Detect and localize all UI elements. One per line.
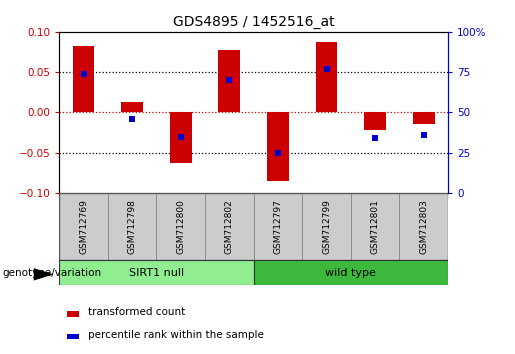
Bar <box>364 113 386 130</box>
Text: GSM712799: GSM712799 <box>322 199 331 254</box>
Bar <box>67 333 79 339</box>
Bar <box>59 193 108 260</box>
Bar <box>316 41 337 113</box>
Bar <box>400 193 448 260</box>
Text: GSM712798: GSM712798 <box>128 199 136 254</box>
Text: GSM712803: GSM712803 <box>419 199 428 254</box>
Text: genotype/variation: genotype/variation <box>3 268 101 278</box>
Text: GSM712802: GSM712802 <box>225 199 234 254</box>
Bar <box>253 260 448 285</box>
Text: wild type: wild type <box>325 268 376 278</box>
Bar <box>351 193 400 260</box>
Text: GSM712800: GSM712800 <box>176 199 185 254</box>
Bar <box>59 260 253 285</box>
Bar <box>73 46 94 113</box>
Bar <box>253 193 302 260</box>
Text: percentile rank within the sample: percentile rank within the sample <box>89 330 264 339</box>
Bar <box>205 193 253 260</box>
Text: GSM712801: GSM712801 <box>371 199 380 254</box>
Polygon shape <box>34 268 54 280</box>
Bar <box>218 50 241 113</box>
Bar <box>302 193 351 260</box>
Bar <box>170 113 192 163</box>
Bar <box>67 311 79 317</box>
Bar <box>121 102 143 113</box>
Text: GSM712769: GSM712769 <box>79 199 88 254</box>
Bar <box>413 113 435 125</box>
Bar <box>157 193 205 260</box>
Text: GSM712797: GSM712797 <box>273 199 282 254</box>
Bar <box>267 113 289 181</box>
Bar <box>108 193 157 260</box>
Text: SIRT1 null: SIRT1 null <box>129 268 184 278</box>
Text: transformed count: transformed count <box>89 307 185 317</box>
Title: GDS4895 / 1452516_at: GDS4895 / 1452516_at <box>173 16 334 29</box>
